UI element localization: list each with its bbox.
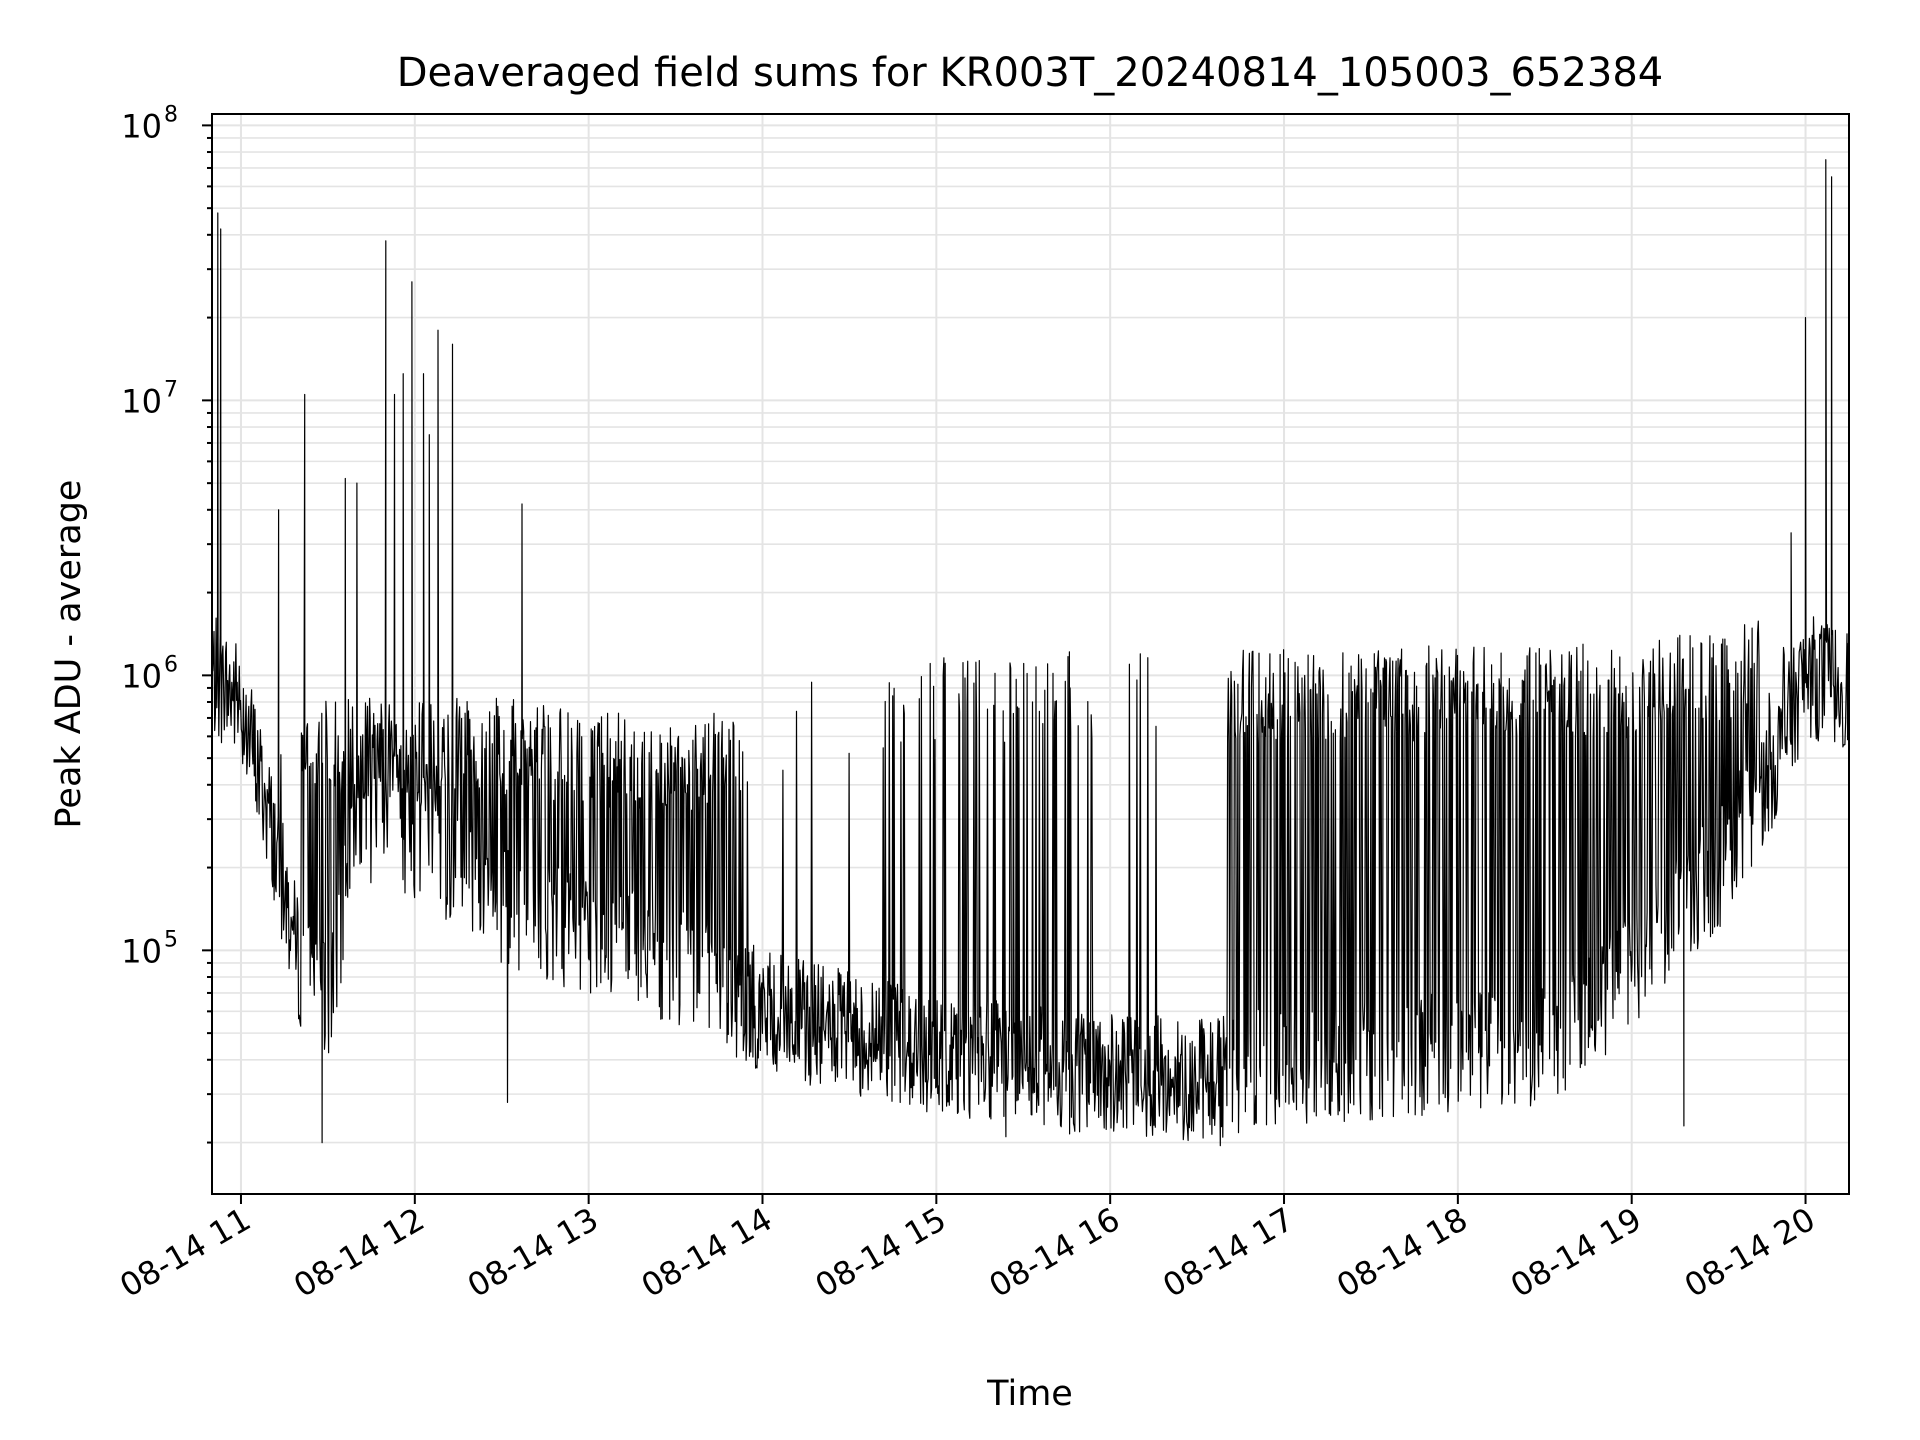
- plot-area: [211, 159, 1850, 1147]
- y-tick-label: 10: [121, 107, 162, 145]
- x-tick-label: 08-14 18: [1330, 1200, 1474, 1305]
- chart-title: Deaveraged field sums for KR003T_2024081…: [397, 50, 1664, 96]
- y-tick-label: 10: [121, 932, 162, 970]
- y-tick-exponent: 6: [164, 652, 178, 677]
- x-tick-label: 08-14 19: [1504, 1200, 1648, 1305]
- axes-frame: [211, 113, 1850, 1195]
- y-axis-label: Peak ADU - average: [49, 480, 89, 829]
- y-tick-label: 10: [121, 657, 162, 695]
- series-line: [211, 159, 1850, 1147]
- x-tick-label: 08-14 15: [809, 1200, 953, 1305]
- x-tick-label: 08-14 14: [635, 1200, 779, 1305]
- x-axis-label: Time: [986, 1374, 1073, 1414]
- x-tick-label: 08-14 11: [113, 1200, 257, 1305]
- y-tick-exponent: 5: [164, 927, 178, 952]
- x-tick-label: 08-14 20: [1678, 1200, 1822, 1305]
- y-tick-exponent: 7: [164, 377, 178, 402]
- y-tick-label: 10: [121, 382, 162, 420]
- x-tick-label: 08-14 12: [287, 1200, 431, 1305]
- x-tick-label: 08-14 17: [1156, 1200, 1300, 1305]
- x-tick-label: 08-14 16: [983, 1200, 1127, 1305]
- x-tick-label: 08-14 13: [461, 1200, 605, 1305]
- x-axis: 08-14 11 08-14 12 08-14 13 08-14 14 08-14 15…: [113, 1194, 1822, 1305]
- y-tick-exponent: 8: [164, 102, 178, 127]
